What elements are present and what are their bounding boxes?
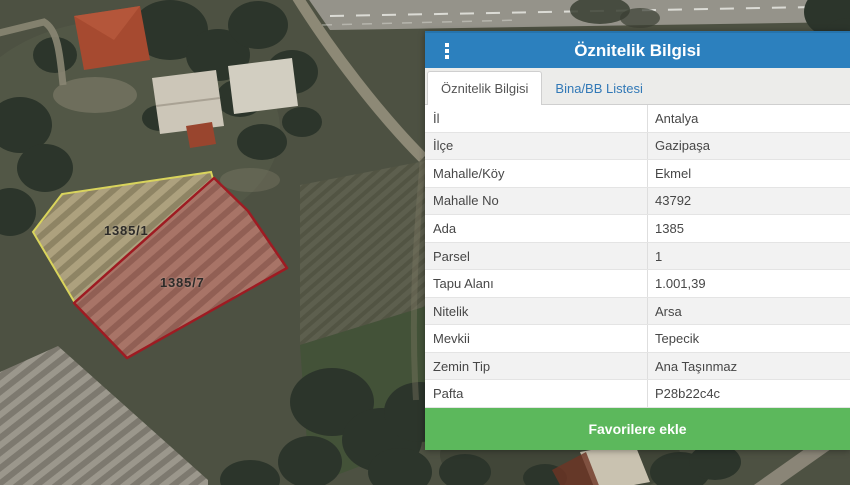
attribute-value: Arsa [655, 303, 682, 319]
attribute-value: Ana Taşınmaz [655, 358, 738, 374]
parcel-1385-1-polygon[interactable] [33, 172, 213, 303]
attribute-value: Antalya [655, 110, 699, 126]
table-row: Pafta P28b22c4c [425, 380, 850, 409]
table-row: Ada 1385 [425, 215, 850, 243]
attribute-label: Mahalle No [425, 187, 648, 215]
table-row: İl Antalya [425, 105, 850, 133]
table-row: Nitelik Arsa [425, 297, 850, 326]
attribute-label: Zemin Tip [425, 352, 648, 380]
attribute-value: P28b22c4c [655, 386, 721, 402]
attribute-panel: Öznitelik Bilgisi Öznitelik Bilgisi Bina… [425, 31, 850, 450]
table-row: İlçe Gazipaşa [425, 132, 850, 161]
table-row: Mahalle No 43792 [425, 187, 850, 216]
panel-title: Öznitelik Bilgisi [574, 40, 701, 60]
attribute-value: 1385 [655, 220, 684, 236]
tab-oznitelik-bilgisi[interactable]: Öznitelik Bilgisi [427, 71, 543, 105]
map-parcels [31, 170, 289, 360]
attribute-value: 43792 [655, 193, 692, 209]
attribute-label: Ada [425, 215, 648, 242]
table-row: Parsel 1 [425, 242, 850, 271]
tab-bina-bb-listesi[interactable]: Bina/BB Listesi [555, 81, 643, 96]
attribute-value: Tepecik [655, 331, 700, 347]
attribute-label: İl [425, 105, 648, 132]
attribute-label: İlçe [425, 132, 648, 160]
favorite-button[interactable]: Favorilere ekle [425, 408, 850, 450]
attribute-label: Pafta [425, 380, 648, 408]
attribute-value: 1 [655, 248, 663, 264]
attribute-table: İl Antalya İlçe Gazipaşa Mahalle/Köy Ekmel Mah… [425, 105, 850, 409]
table-row: Zemin Tip Ana Taşınmaz [425, 352, 850, 381]
map-highway [309, 0, 850, 62]
table-row: Tapu Alanı 1.001,39 [425, 270, 850, 298]
panel-header: Öznitelik Bilgisi [425, 31, 850, 68]
attribute-label: Mevkii [425, 325, 648, 352]
table-row: Mevkii Tepecik [425, 325, 850, 353]
kebab-menu-icon[interactable] [441, 39, 453, 63]
attribute-value: Ekmel [655, 165, 692, 181]
attribute-value: 1.001,39 [655, 276, 706, 292]
parcel-1385-7-outline [72, 176, 289, 360]
parcel-1385-7-polygon[interactable] [74, 178, 287, 358]
attribute-label: Nitelik [425, 297, 648, 325]
attribute-label: Tapu Alanı [425, 270, 648, 297]
attribute-value: Gazipaşa [655, 138, 710, 154]
tab-bar: Öznitelik Bilgisi Bina/BB Listesi [425, 68, 850, 105]
map-buildings [0, 6, 650, 485]
table-row: Mahalle/Köy Ekmel [425, 160, 850, 188]
attribute-label: Parsel [425, 242, 648, 270]
attribute-label: Mahalle/Köy [425, 160, 648, 187]
